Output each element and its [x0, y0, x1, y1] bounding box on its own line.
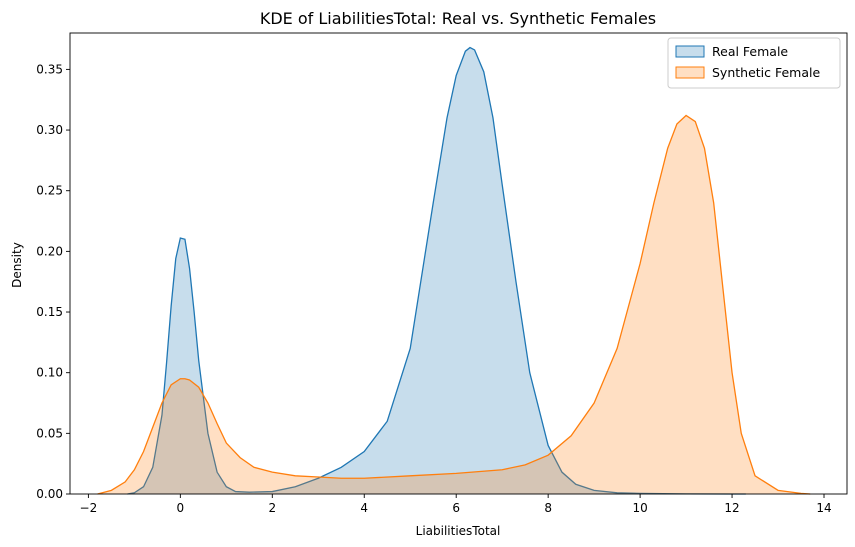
legend-label-1: Synthetic Female — [712, 65, 820, 80]
series-0-line — [127, 46, 746, 495]
chart-title: KDE of LiabilitiesTotal: Real vs. Synthe… — [260, 9, 656, 28]
series-0-area — [127, 47, 746, 495]
legend: Real Female Synthetic Female — [667, 37, 841, 89]
x-tick-label: −2 — [80, 501, 98, 515]
y-tick-label: 0.05 — [36, 426, 63, 440]
y-tick-label: 0.30 — [36, 123, 63, 137]
x-tick-label: 2 — [268, 501, 276, 515]
axes: −2 0 2 4 6 8 10 12 14 0.00 0.05 0.10 0.15 0.20 0.25 0.3… — [36, 32, 848, 515]
x-tick-label: 10 — [632, 501, 647, 515]
legend-label-0: Real Female — [712, 44, 788, 59]
plot-area — [97, 46, 811, 495]
y-tick-label: 0.25 — [36, 184, 63, 198]
plot-frame — [69, 32, 848, 495]
x-tick-label: 12 — [724, 501, 739, 515]
x-tick-label: 0 — [177, 501, 185, 515]
y-tick-label: 0.35 — [36, 62, 63, 76]
y-axis-label: Density — [10, 242, 24, 288]
x-axis-label: LiabilitiesTotal — [416, 524, 501, 538]
x-tick-label: 4 — [360, 501, 368, 515]
x-tick-label: 8 — [544, 501, 552, 515]
y-tick-label: 0.00 — [36, 487, 63, 501]
legend-box — [667, 37, 841, 89]
series-1-area — [97, 115, 811, 495]
y-tick-label: 0.20 — [36, 244, 63, 258]
y-tick-label: 0.15 — [36, 305, 63, 319]
x-tick-label: 14 — [816, 501, 831, 515]
series-1-line — [97, 114, 811, 495]
y-tick-label: 0.10 — [36, 366, 63, 380]
legend-swatch-1 — [675, 66, 705, 79]
legend-swatch-0 — [675, 45, 705, 58]
x-tick-label: 6 — [452, 501, 460, 515]
